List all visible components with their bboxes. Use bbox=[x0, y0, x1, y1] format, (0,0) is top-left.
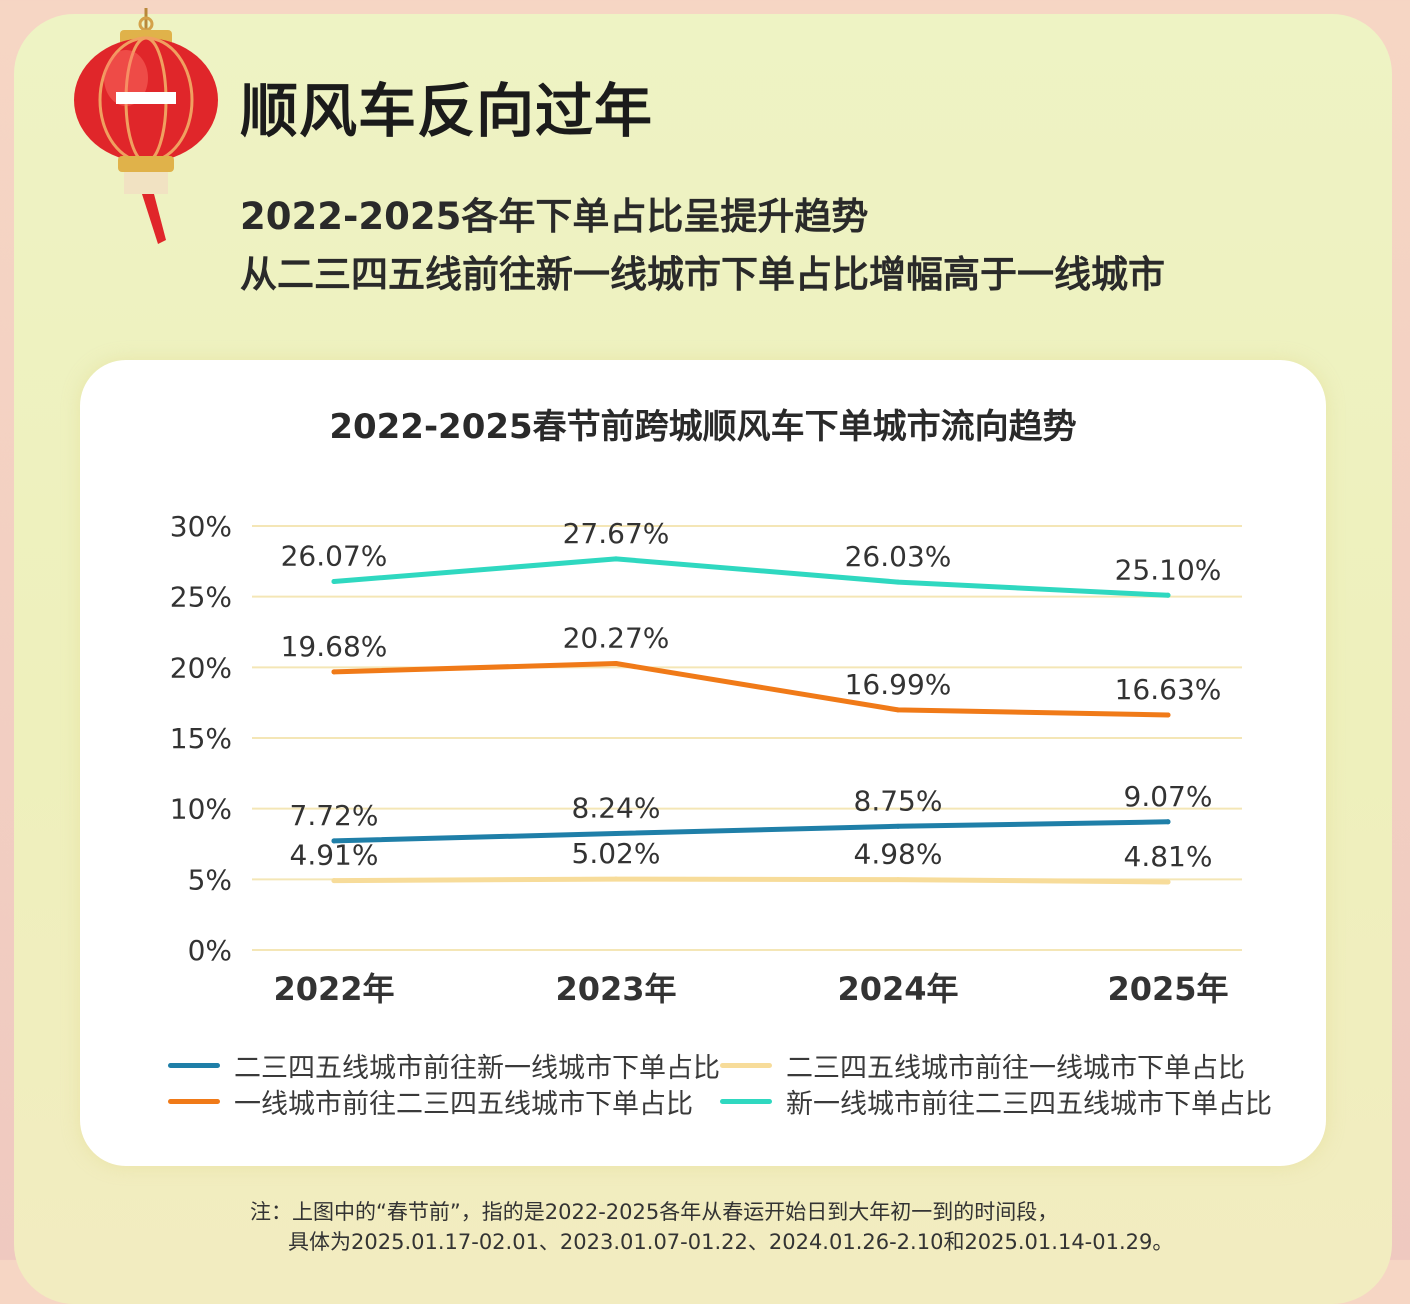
x-tick-label: 2022年 bbox=[273, 970, 394, 1008]
chart-card: 2022-2025春节前跨城顺风车下单城市流向趋势 0% 5% 10% 15% 20% 2… bbox=[80, 360, 1326, 1166]
data-label: 4.81% bbox=[1124, 840, 1213, 873]
data-point bbox=[331, 838, 337, 844]
data-label: 8.75% bbox=[854, 784, 943, 817]
data-point bbox=[613, 876, 619, 882]
series-line bbox=[331, 661, 1171, 718]
data-labels: 26.07% 27.67% 26.03% 25.10% 19.68% 20.27% 16.9… bbox=[281, 517, 1222, 873]
series-line bbox=[331, 876, 1171, 885]
series-line bbox=[331, 556, 1171, 598]
series-line bbox=[331, 819, 1171, 844]
data-point bbox=[1165, 819, 1171, 825]
data-label: 16.63% bbox=[1115, 673, 1222, 706]
data-label: 27.67% bbox=[563, 517, 670, 550]
y-tick-label: 15% bbox=[170, 722, 232, 755]
data-label: 4.98% bbox=[854, 838, 943, 871]
x-tick-label: 2023年 bbox=[555, 970, 676, 1008]
x-axis-ticks: 2022年 2023年 2024年 2025年 bbox=[273, 970, 1228, 1008]
y-tick-label: 10% bbox=[170, 793, 232, 826]
data-point bbox=[895, 823, 901, 829]
lantern-icon bbox=[74, 8, 218, 244]
data-label: 26.03% bbox=[845, 540, 952, 573]
data-point bbox=[1165, 712, 1171, 718]
data-label: 16.99% bbox=[845, 668, 952, 701]
subtitle-line-1: 2022-2025各年下单占比呈提升趋势 bbox=[240, 195, 869, 238]
data-label: 8.24% bbox=[572, 792, 661, 825]
data-point bbox=[895, 707, 901, 713]
data-label: 19.68% bbox=[281, 630, 388, 663]
data-label: 4.91% bbox=[290, 839, 379, 872]
data-label: 5.02% bbox=[572, 837, 661, 870]
line-chart: 2022-2025春节前跨城顺风车下单城市流向趋势 0% 5% 10% 15% 20% 2… bbox=[170, 407, 1242, 1008]
data-label: 7.72% bbox=[290, 799, 379, 832]
x-tick-label: 2025年 bbox=[1107, 970, 1228, 1008]
series-lines bbox=[331, 556, 1171, 885]
data-point bbox=[331, 579, 337, 585]
page-title: 顺风车反向过年 bbox=[240, 77, 654, 145]
footnote-line-2: 具体为2025.01.17-02.01、2023.01.07-01.22、202… bbox=[288, 1230, 1174, 1254]
data-point bbox=[613, 831, 619, 837]
data-point bbox=[895, 877, 901, 883]
y-tick-label: 30% bbox=[170, 510, 232, 543]
y-tick-label: 5% bbox=[188, 863, 232, 896]
data-label: 26.07% bbox=[281, 540, 388, 573]
x-tick-label: 2024年 bbox=[837, 970, 958, 1008]
data-point bbox=[1165, 592, 1171, 598]
y-tick-label: 0% bbox=[188, 934, 232, 967]
footnote-line-1: 注：上图中的“春节前”，指的是2022-2025各年从春运开始日到大年初一到的时… bbox=[250, 1200, 1059, 1224]
data-point bbox=[1165, 879, 1171, 885]
y-axis-ticks: 0% 5% 10% 15% 20% 25% 30% bbox=[170, 510, 232, 967]
data-point bbox=[331, 878, 337, 884]
y-tick-label: 25% bbox=[170, 581, 232, 614]
data-point bbox=[613, 556, 619, 562]
data-label: 20.27% bbox=[563, 622, 670, 655]
data-point bbox=[331, 669, 337, 675]
chart-title: 2022-2025春节前跨城顺风车下单城市流向趋势 bbox=[329, 407, 1076, 447]
data-point bbox=[613, 661, 619, 667]
data-label: 25.10% bbox=[1115, 553, 1222, 586]
data-point bbox=[895, 579, 901, 585]
subtitle-line-2: 从二三四五线前往新一线城市下单占比增幅高于一线城市 bbox=[240, 253, 1165, 296]
y-tick-label: 20% bbox=[170, 651, 232, 684]
data-label: 9.07% bbox=[1124, 780, 1213, 813]
